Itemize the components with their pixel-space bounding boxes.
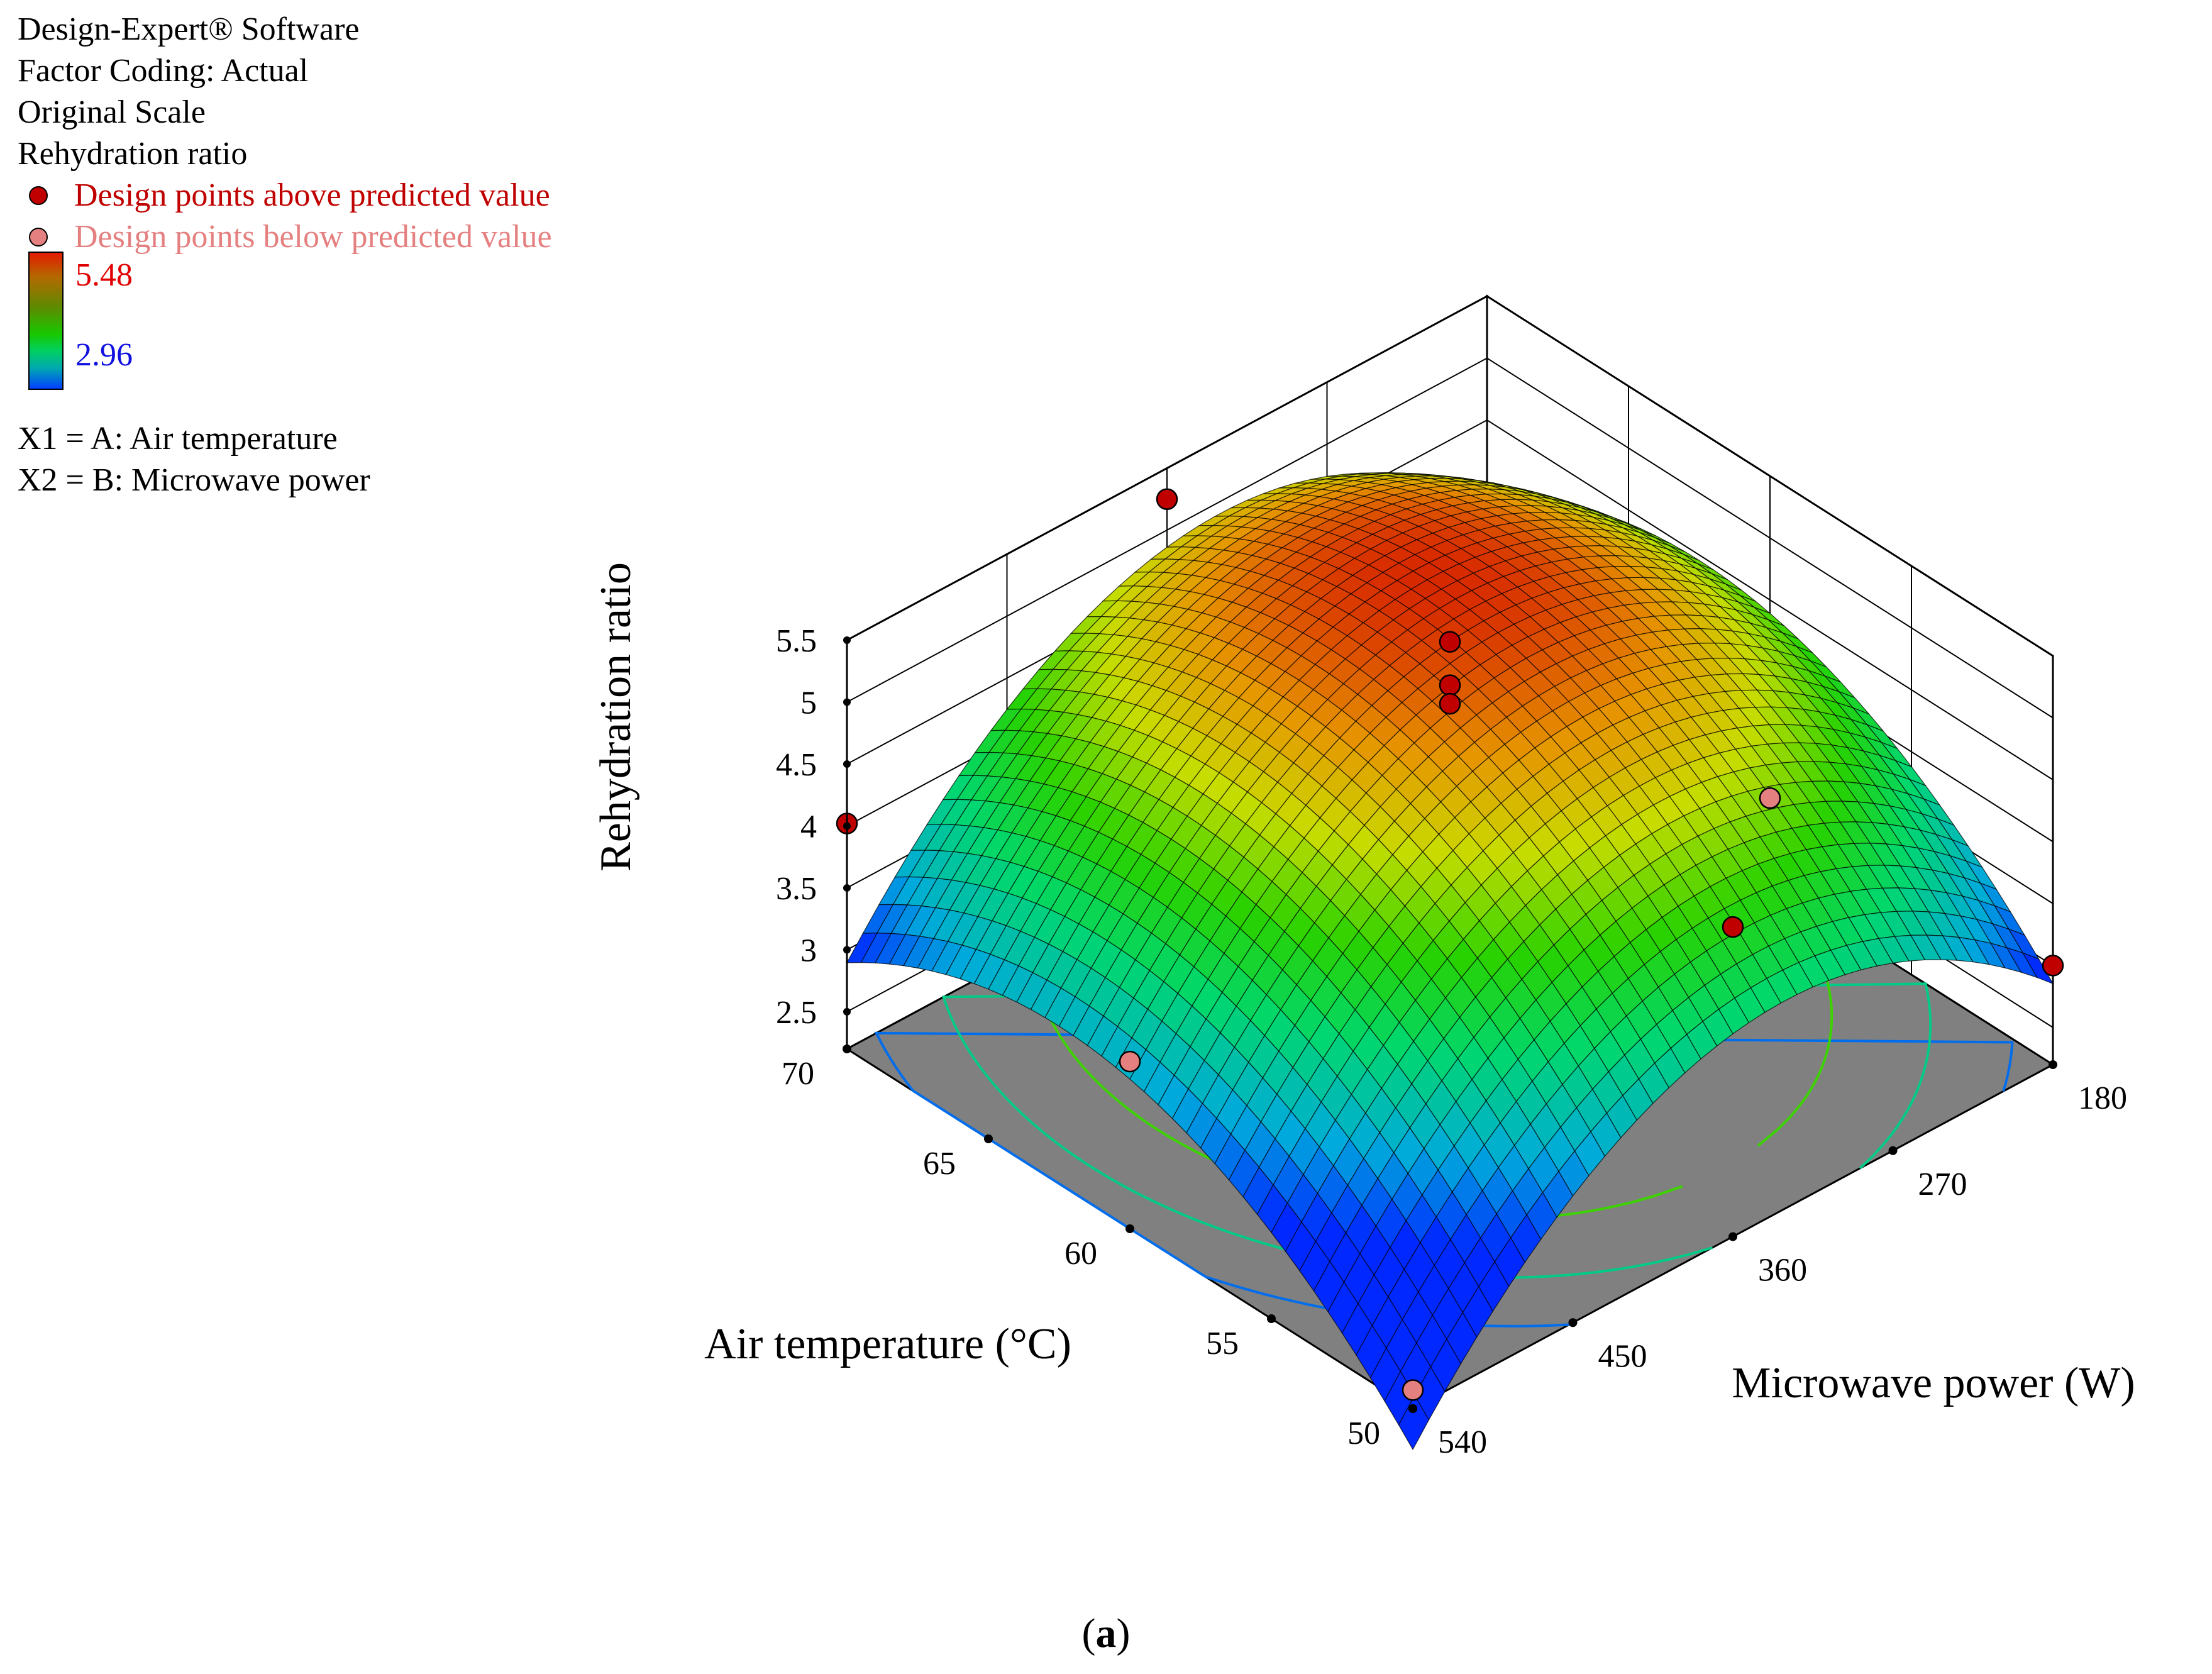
z-tick-mark — [843, 636, 851, 644]
x-tick-label: 65 — [923, 1146, 956, 1182]
x-tick-label: 60 — [1065, 1236, 1097, 1272]
y-tick-label: 270 — [1918, 1167, 1967, 1202]
legend-scale: Original Scale — [18, 94, 206, 130]
design-point-below — [1402, 1379, 1424, 1401]
y-axis-title: Microwave power (W) — [1732, 1359, 2135, 1407]
legend-below: Design points below predicted value — [18, 216, 709, 258]
z-tick-mark — [843, 1007, 851, 1016]
z-tick-label: 3 — [800, 933, 817, 968]
x-tick-label: 50 — [1347, 1416, 1380, 1451]
figure-caption: (a) — [0, 1610, 2212, 1658]
legend-software: Design-Expert® Software — [18, 11, 360, 47]
factor-x2: X2 = B: Microwave power — [18, 462, 370, 498]
legend-below-label: Design points below predicted value — [74, 219, 552, 255]
z-tick-label: 3.5 — [776, 871, 817, 907]
x-tick-mark — [1267, 1314, 1276, 1323]
design-points — [836, 488, 2064, 1401]
colorbar-min: 2.96 — [75, 337, 133, 373]
x-tick-label: 70 — [782, 1056, 814, 1092]
below-point-icon — [29, 228, 48, 247]
z-axis-title: Rehydration ratio — [592, 562, 640, 872]
legend-response: Rehydration ratio — [18, 136, 248, 172]
z-tick-label: 4 — [800, 809, 817, 845]
y-tick-label: 180 — [2078, 1080, 2127, 1116]
z-tick-mark — [843, 822, 851, 830]
y-tick-mark — [1568, 1318, 1578, 1328]
above-point-icon — [29, 186, 48, 205]
x-tick-mark — [984, 1134, 993, 1143]
response-surface — [846, 472, 2054, 1451]
design-point-above — [1439, 674, 1461, 696]
z-tick-label: 2.5 — [776, 995, 817, 1031]
legend-above-label: Design points above predicted value — [74, 177, 550, 213]
x-tick-mark — [1125, 1224, 1134, 1233]
y-tick-mark — [1888, 1146, 1898, 1155]
colorbar — [28, 252, 64, 390]
y-tick-label: 540 — [1438, 1424, 1487, 1460]
z-tick-label: 4.5 — [776, 747, 817, 783]
y-tick-mark — [2049, 1060, 2057, 1069]
colorbar-max: 5.48 — [75, 257, 133, 293]
z-tick-label: 5 — [800, 685, 817, 721]
factor-x1: X1 = A: Air temperature — [18, 421, 338, 457]
axes: 2.5 3 3.5 4 4.5 5 5.5 50 55 60 65 70 540 450 360 270 180 — [776, 623, 2127, 1460]
legend-coding: Factor Coding: Actual — [18, 53, 309, 89]
design-point-below — [1119, 1050, 1141, 1073]
caption-letter: a — [1095, 1610, 1117, 1656]
z-tick-mark — [843, 884, 851, 892]
caption-open: ( — [1081, 1610, 1096, 1656]
grid-line — [846, 357, 2054, 719]
z-tick-mark — [843, 946, 851, 954]
design-point-above — [1722, 916, 1744, 938]
x-axis-title: Air temperature (°C) — [704, 1320, 1071, 1368]
legend: Design-Expert® Software Factor Coding: A… — [18, 9, 709, 258]
design-point-above — [1439, 631, 1461, 653]
y-tick-mark — [1408, 1404, 1417, 1413]
y-tick-label: 450 — [1598, 1338, 1647, 1374]
design-point-above — [1156, 488, 1178, 510]
z-tick-mark — [843, 760, 851, 768]
z-tick-label: 5.5 — [776, 623, 817, 659]
y-tick-mark — [1728, 1232, 1737, 1241]
design-point-below — [1759, 787, 1781, 809]
legend-above: Design points above predicted value — [18, 175, 709, 216]
grid-line — [846, 295, 2054, 657]
factor-list: X1 = A: Air temperature X2 = B: Microwav… — [18, 418, 370, 501]
x-tick-mark — [843, 1045, 851, 1053]
y-tick-label: 360 — [1758, 1253, 1807, 1289]
design-point-above — [2042, 955, 2064, 977]
design-point-above — [1439, 692, 1461, 715]
x-tick-label: 55 — [1206, 1326, 1239, 1361]
caption-close: ) — [1116, 1610, 1131, 1656]
z-tick-mark — [843, 698, 851, 706]
